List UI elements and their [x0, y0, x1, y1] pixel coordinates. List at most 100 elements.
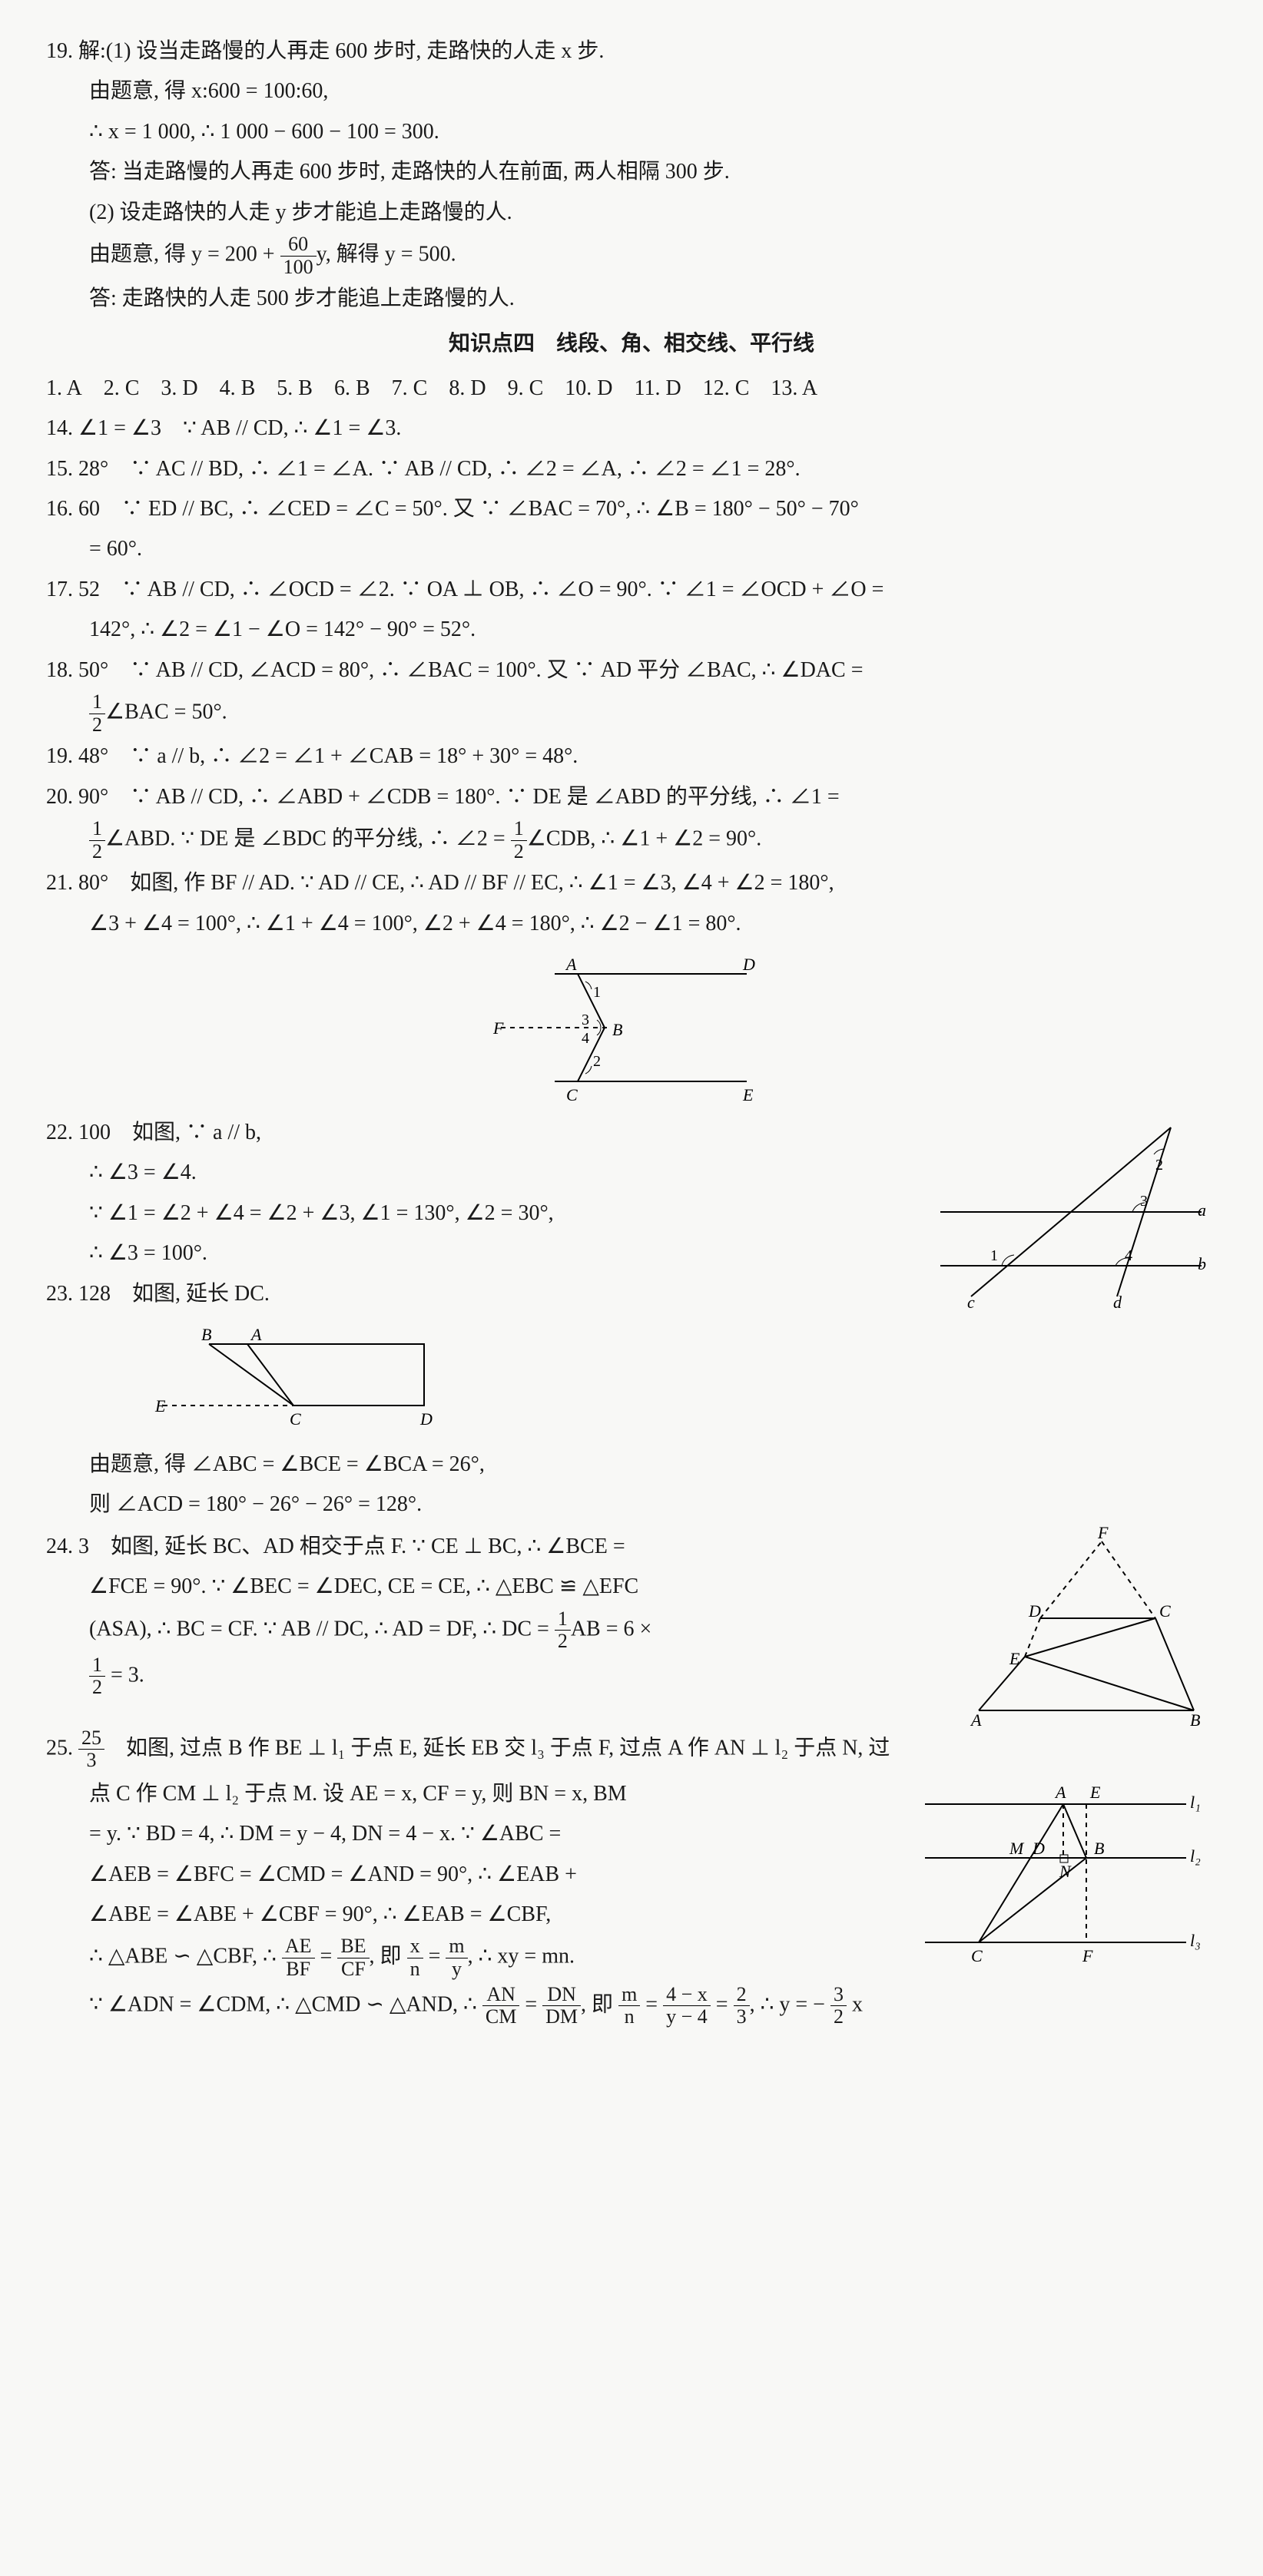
q24-l4t: = 3.	[105, 1663, 144, 1687]
mc-8: 8. D	[449, 369, 486, 408]
q25-l5: ∠ABE = ∠ABE + ∠CBF = 90°, ∴ ∠EAB = ∠CBF,	[46, 1896, 894, 1934]
q25-l6b: , 即	[370, 1945, 407, 1968]
frac-dn-dm: DNDM	[542, 1984, 581, 2028]
frac-half-1: 12	[89, 691, 105, 736]
fig21-A: A	[565, 955, 577, 974]
frac-an-cm: ANCM	[482, 1984, 519, 2028]
mc-10: 10. D	[565, 369, 612, 408]
frac-ae-bf: AEBF	[282, 1935, 315, 1980]
q16b: = 60°.	[46, 530, 1217, 568]
q22-l1: 22. 100 如图, ∵ a // b,	[46, 1114, 910, 1152]
q24-l4: 12 = 3.	[46, 1654, 940, 1699]
fig21-F: F	[492, 1018, 504, 1038]
q19-l4: 答: 当走路慢的人再走 600 步时, 走路快的人在前面, 两人相隔 300 步…	[46, 153, 1217, 191]
mc-4: 4. B	[220, 369, 256, 408]
q19-l1: (1) 设当走路慢的人再走 600 步时, 走路快的人走 x 步.	[106, 39, 605, 63]
mc-12: 12. C	[703, 369, 750, 408]
q16a: 16. 60 ∵ ED // BC, ∴ ∠CED = ∠C = 50°. 又 …	[46, 490, 1217, 528]
frac-x-n: xn	[407, 1935, 423, 1980]
fig24-B: B	[1190, 1710, 1200, 1726]
frac-4x-y4: 4 − xy − 4	[663, 1984, 711, 2028]
fig25-E: E	[1089, 1783, 1101, 1802]
q14: 14. ∠1 = ∠3 ∵ AB // CD, ∴ ∠1 = ∠3.	[46, 409, 1217, 448]
q18b-text: ∠BAC = 50°.	[105, 700, 227, 724]
fig21-3: 3	[582, 1012, 589, 1028]
frac-25-3: 253	[78, 1727, 104, 1772]
q19b: 19. 48° ∵ a // b, ∴ ∠2 = ∠1 + ∠CAB = 18°…	[46, 737, 1217, 776]
q23-l3: 则 ∠ACD = 180° − 26° − 26° = 128°.	[46, 1485, 1217, 1524]
q21b: ∠3 + ∠4 = 100°, ∴ ∠1 + ∠4 = 100°, ∠2 + ∠…	[46, 905, 1217, 943]
frac-2-3: 23	[734, 1984, 750, 2028]
frac-half-4: 12	[555, 1608, 571, 1653]
fig25-N: N	[1059, 1862, 1072, 1881]
fig25-M: M	[1009, 1839, 1025, 1858]
q20b2: ∠CDB, ∴ ∠1 + ∠2 = 90°.	[527, 827, 761, 851]
fig21-D: D	[742, 955, 755, 974]
fig23-D: D	[419, 1409, 433, 1429]
fig21-1: 1	[593, 984, 601, 1001]
fig21-wrap: A D F B C E 1 3 4 2	[46, 951, 1217, 1104]
frac-half-3: 12	[511, 818, 527, 863]
fig22-3: 3	[1140, 1193, 1148, 1210]
fig21-E: E	[742, 1085, 754, 1104]
q25-l7d: x	[847, 1992, 863, 2016]
q17b: 142°, ∴ ∠2 = ∠1 − ∠O = 142° − 90° = 52°.	[46, 611, 1217, 649]
q23-l2: 由题意, 得 ∠ABC = ∠BCE = ∠BCA = 26°,	[46, 1445, 1217, 1484]
fig23-svg: B A E C D	[132, 1321, 455, 1444]
mc-6: 6. B	[334, 369, 370, 408]
fig25-l1: l₁	[1190, 1793, 1201, 1812]
q19-l7: 答: 走路快的人走 500 步才能追上走路慢的人.	[46, 280, 1217, 318]
q15: 15. 28° ∵ AC // BD, ∴ ∠1 = ∠A. ∵ AB // C…	[46, 450, 1217, 488]
fig22-c: c	[967, 1293, 975, 1312]
fig21-2: 2	[593, 1053, 601, 1070]
mc-7: 7. C	[392, 369, 428, 408]
fig23-A: A	[250, 1325, 262, 1344]
mc-9: 9. C	[508, 369, 544, 408]
q20b: 12∠ABD. ∵ DE 是 ∠BDC 的平分线, ∴ ∠2 = 12∠CDB,…	[46, 818, 1217, 863]
q20a: 20. 90° ∵ AB // CD, ∴ ∠ABD + ∠CDB = 180°…	[46, 778, 1217, 816]
frac-60-100: 60100	[280, 233, 317, 278]
fig25-A: A	[1054, 1783, 1066, 1802]
mc-row: 1. A 2. C 3. D 4. B 5. B 6. B 7. C 8. D …	[46, 369, 1217, 408]
fig23-wrap: B A E C D	[132, 1321, 1217, 1444]
frac-half-5: 12	[89, 1654, 105, 1699]
q25-l7c: , ∴ y = −	[750, 1992, 830, 2016]
q25-l6a: ∴ △ABE ∽ △CBF, ∴	[89, 1945, 282, 1968]
q25-num: 25.	[46, 1736, 78, 1760]
frac-half-2: 12	[89, 818, 105, 863]
q25-line1: 25. 253 如图, 过点 B 作 BE ⊥ l₁ 于点 E, 延长 EB 交…	[46, 1727, 1217, 1772]
fig25-l2: l₂	[1190, 1846, 1201, 1866]
q21a: 21. 80° 如图, 作 BF // AD. ∵ AD // CE, ∴ AD…	[46, 864, 1217, 902]
mc-2: 2. C	[104, 369, 140, 408]
fig25-D: D	[1032, 1839, 1045, 1858]
q25-l7: ∵ ∠ADN = ∠CDM, ∴ △CMD ∽ △AND, ∴ ANCM = D…	[46, 1984, 1217, 2028]
fig24-D: D	[1028, 1601, 1041, 1621]
q19-l3: ∴ x = 1 000, ∴ 1 000 − 600 − 100 = 300.	[46, 113, 1217, 151]
fig22-2: 2	[1155, 1157, 1163, 1174]
fig22-d: d	[1113, 1293, 1122, 1312]
fig22-b: b	[1198, 1254, 1206, 1273]
fig22-a: a	[1198, 1200, 1206, 1220]
q19-num: 19. 解:	[46, 39, 106, 63]
q24-l1: 24. 3 如图, 延长 BC、AD 相交于点 F. ∵ CE ⊥ BC, ∴ …	[46, 1528, 940, 1566]
fig21-C: C	[566, 1085, 578, 1104]
q25-l7b: , 即	[581, 1992, 618, 2016]
q23-l1: 23. 128 如图, 延长 DC.	[46, 1275, 910, 1313]
q18a: 18. 50° ∵ AB // CD, ∠ACD = 80°, ∴ ∠BAC =…	[46, 651, 1217, 690]
q22-wrap: 22. 100 如图, ∵ a // b, ∴ ∠3 = ∠4. ∵ ∠1 = …	[46, 1112, 1217, 1315]
frac-3-2: 32	[830, 1984, 847, 2028]
q19-l6: 由题意, 得 y = 200 + 60100y, 解得 y = 500.	[46, 233, 1217, 278]
mc-3: 3. D	[161, 369, 197, 408]
fig25-F: F	[1082, 1946, 1093, 1965]
q19-l6b: y, 解得 y = 500.	[317, 242, 456, 266]
q25-l6: ∴ △ABE ∽ △CBF, ∴ AEBF = BECF, 即 xn = my,…	[46, 1935, 894, 1980]
q19-l2: 由题意, 得 x:600 = 100:60,	[46, 72, 1217, 111]
q17a: 17. 52 ∵ AB // CD, ∴ ∠OCD = ∠2. ∵ OA ⊥ O…	[46, 571, 1217, 609]
fig24-C: C	[1159, 1601, 1171, 1621]
fig23-C: C	[290, 1409, 301, 1429]
mc-11: 11. D	[635, 369, 681, 408]
fig22-4: 4	[1125, 1247, 1132, 1264]
fig24-A: A	[970, 1710, 982, 1726]
frac-m-n: mn	[618, 1984, 640, 2028]
fig25-B: B	[1094, 1839, 1104, 1858]
